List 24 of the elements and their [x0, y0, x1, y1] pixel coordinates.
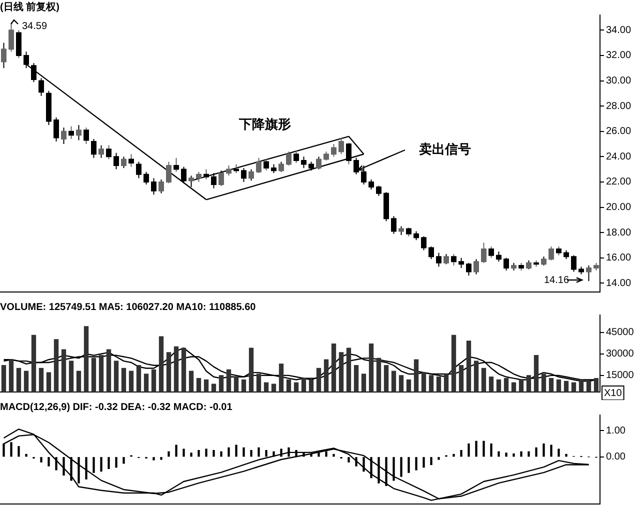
y-tick-label: 34.00: [606, 24, 632, 36]
y-tick-label: 22.00: [606, 176, 632, 188]
text: X10: [604, 388, 622, 399]
y-tick-label: 28.00: [606, 100, 632, 112]
annotation: 34.59: [22, 20, 48, 32]
y-tick-label: 30.00: [606, 76, 632, 87]
y-tick-label: 45000: [606, 327, 634, 338]
y-tick-label: 1.00: [606, 425, 626, 436]
annotation: 卖出信号: [419, 142, 471, 157]
y-tick-label: 24.00: [606, 151, 632, 162]
chart-title: MACD(12,26,9) DIF: -0.32 DEA: -0.32 MACD: -0.01: [0, 402, 233, 413]
y-tick-label: 30000: [606, 348, 634, 360]
y-tick-label: 16.00: [606, 252, 632, 264]
annotation: 14.16: [544, 274, 570, 286]
chart-title: VOLUME: 125749.51 MA5: 106027.20 MA10: 110885.60: [0, 302, 256, 313]
y-tick-label: 20.00: [606, 202, 632, 214]
chart-title: (日线 前复权): [0, 0, 60, 13]
annotation: 下降旗形: [238, 116, 291, 132]
y-tick-label: 26.00: [606, 126, 632, 138]
y-tick-label: 18.00: [606, 227, 632, 238]
y-tick-label: 32.00: [606, 50, 632, 62]
y-tick-label: 15000: [606, 370, 634, 382]
y-tick-label: 14.00: [606, 278, 632, 289]
y-tick-label: 0.00: [606, 452, 626, 463]
